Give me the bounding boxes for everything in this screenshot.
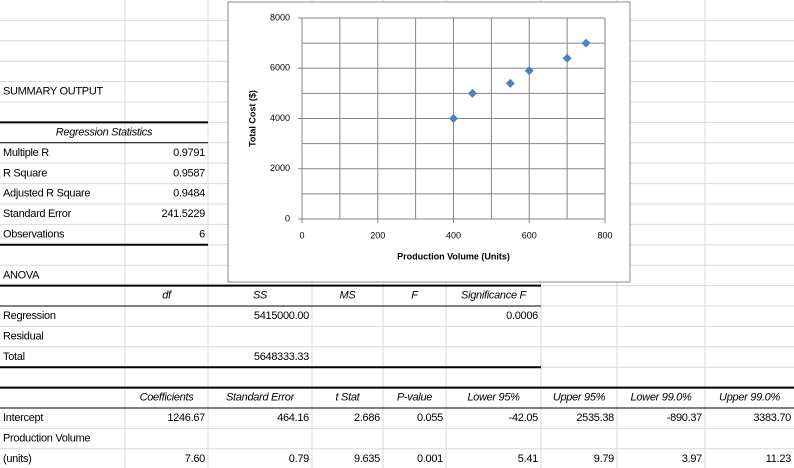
cell-text: Coefficients (140, 392, 195, 404)
data-point (467, 88, 477, 98)
cell-text: ANOVA (3, 269, 40, 281)
cell-text: 0.9587 (173, 167, 205, 179)
y-tick-label: 4000 (270, 113, 290, 123)
section-header: Regression Statistics (56, 127, 153, 139)
cell-text: -42.05 (509, 412, 539, 424)
x-tick-label: 200 (370, 230, 385, 240)
y-tick-label: 0 (285, 213, 290, 223)
cell-text: Upper 99.0% (719, 392, 780, 404)
cell-text: Standard Error (226, 392, 296, 404)
cell-text: Lower 95% (467, 392, 520, 404)
y-tick-label: 6000 (270, 63, 290, 73)
cell-text: 0.0006 (506, 310, 538, 322)
cell-text: MS (340, 290, 357, 302)
cell-text: SUMMARY OUTPUT (3, 86, 103, 98)
x-axis-title: Production Volume (Units) (397, 251, 510, 261)
cell-text: 5415000.00 (254, 310, 309, 322)
cell-text: 1246.67 (167, 412, 205, 424)
cell-text: Production Volume (3, 433, 90, 445)
cell-text: SS (253, 290, 268, 302)
x-tick-label: 400 (446, 230, 461, 240)
cell-text: 9.79 (594, 453, 614, 465)
y-axis-title: Total Cost ($) (247, 90, 257, 147)
cell-text: 2535.38 (576, 412, 614, 424)
data-point (505, 78, 515, 88)
cell-text: -890.37 (667, 412, 702, 424)
cell-text: 0.055 (417, 412, 443, 424)
cell-text: (units) (3, 453, 31, 465)
y-tick-label: 8000 (270, 12, 290, 22)
chart: 0 2000 4000 6000 8000 0 200 400 600 800 Production… (227, 1, 631, 283)
cell-text: 0.79 (289, 453, 309, 465)
data-point (562, 53, 572, 63)
cell-text: 11.23 (766, 453, 791, 465)
cell-text: 2.686 (354, 412, 380, 424)
cell-text: Multiple R (3, 147, 49, 159)
cell-text: Observations (3, 229, 65, 241)
chart-area (227, 1, 631, 283)
cell-text: Lower 99.0% (631, 392, 692, 404)
cell-text: R Square (3, 167, 47, 179)
data-point (581, 38, 591, 48)
cell-text: 9.635 (354, 453, 380, 465)
cell-text: 0.9791 (173, 147, 205, 159)
x-tick-label: 600 (522, 230, 537, 240)
x-tick-label: 800 (597, 230, 612, 240)
cell-text: 0.001 (417, 453, 443, 465)
cell-text: F (411, 290, 419, 302)
cell-text: Regression (3, 310, 56, 322)
cell-text: Intercept (3, 412, 43, 424)
x-tick-label: 0 (299, 230, 304, 240)
cell-text: 5.41 (518, 453, 538, 465)
cell-text: Residual (3, 331, 43, 343)
cell-text: 464.16 (277, 412, 309, 424)
data-point (524, 66, 534, 76)
cell-text: df (162, 290, 172, 302)
cell-text: Significance F (461, 290, 527, 302)
cell-text: 5648333.33 (254, 351, 309, 363)
data-point (449, 114, 458, 123)
cell-text: t Stat (336, 392, 361, 404)
cell-text: 0.9484 (173, 188, 205, 200)
cell-text: P-value (397, 392, 432, 404)
cell-text: 3383.70 (753, 412, 791, 424)
cell-text: Total (3, 351, 25, 363)
cell-text: Upper 95% (553, 392, 606, 404)
cell-text: 3.97 (682, 453, 702, 465)
cell-text: 241.5229 (162, 208, 206, 220)
y-tick-label: 2000 (270, 163, 290, 173)
cell-text: Adjusted R Square (3, 188, 90, 200)
cell-text: 6 (199, 229, 205, 241)
cell-text: Standard Error (3, 208, 72, 220)
cell-text: 7.60 (185, 453, 205, 465)
